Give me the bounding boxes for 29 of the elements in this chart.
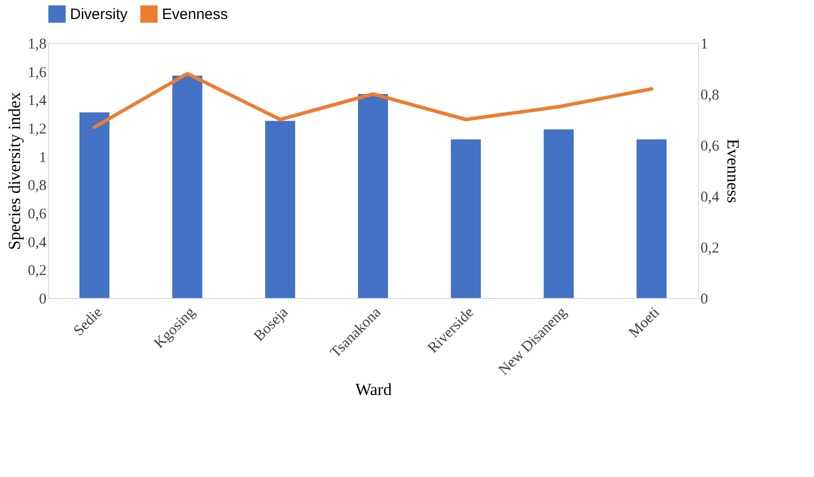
y-tick-label: 1: [39, 150, 46, 166]
y-tick-label: 1,4: [28, 93, 47, 110]
y2-tick-label: 0,2: [700, 240, 720, 256]
y-tick-label: 0,4: [28, 234, 47, 251]
legend-label: Diversity: [70, 6, 128, 24]
bar: [544, 129, 574, 298]
y-axis-title: Species diversity index: [4, 92, 24, 250]
y2-tick-label: 0: [700, 292, 708, 308]
line-series: [92, 72, 654, 129]
y2-tick-label: 0,6: [700, 138, 720, 154]
bar: [265, 120, 296, 298]
y-tick-label: 0: [39, 292, 46, 308]
bar: [358, 94, 388, 298]
y-tick-label: 0,8: [28, 178, 46, 194]
y2-tick-label: 0,8: [700, 88, 720, 104]
x-axis-title: Ward: [355, 380, 392, 399]
y2-tick-label: 1: [700, 36, 708, 52]
y-tick-label: 0,2: [28, 263, 46, 280]
bar: [172, 76, 202, 298]
legend-label: Evenness: [162, 6, 228, 24]
y-tick-label: 1,2: [28, 122, 46, 138]
y2-tick-label: 0,4: [700, 190, 720, 206]
bar: [636, 139, 667, 298]
bar: [79, 112, 110, 298]
bar: [450, 139, 481, 298]
y-tick-label: 1,8: [28, 36, 46, 52]
y-tick-label: 0,6: [28, 206, 47, 222]
y-tick-label: 1,6: [28, 64, 47, 81]
y2-axis-title: Evenness: [723, 138, 742, 204]
